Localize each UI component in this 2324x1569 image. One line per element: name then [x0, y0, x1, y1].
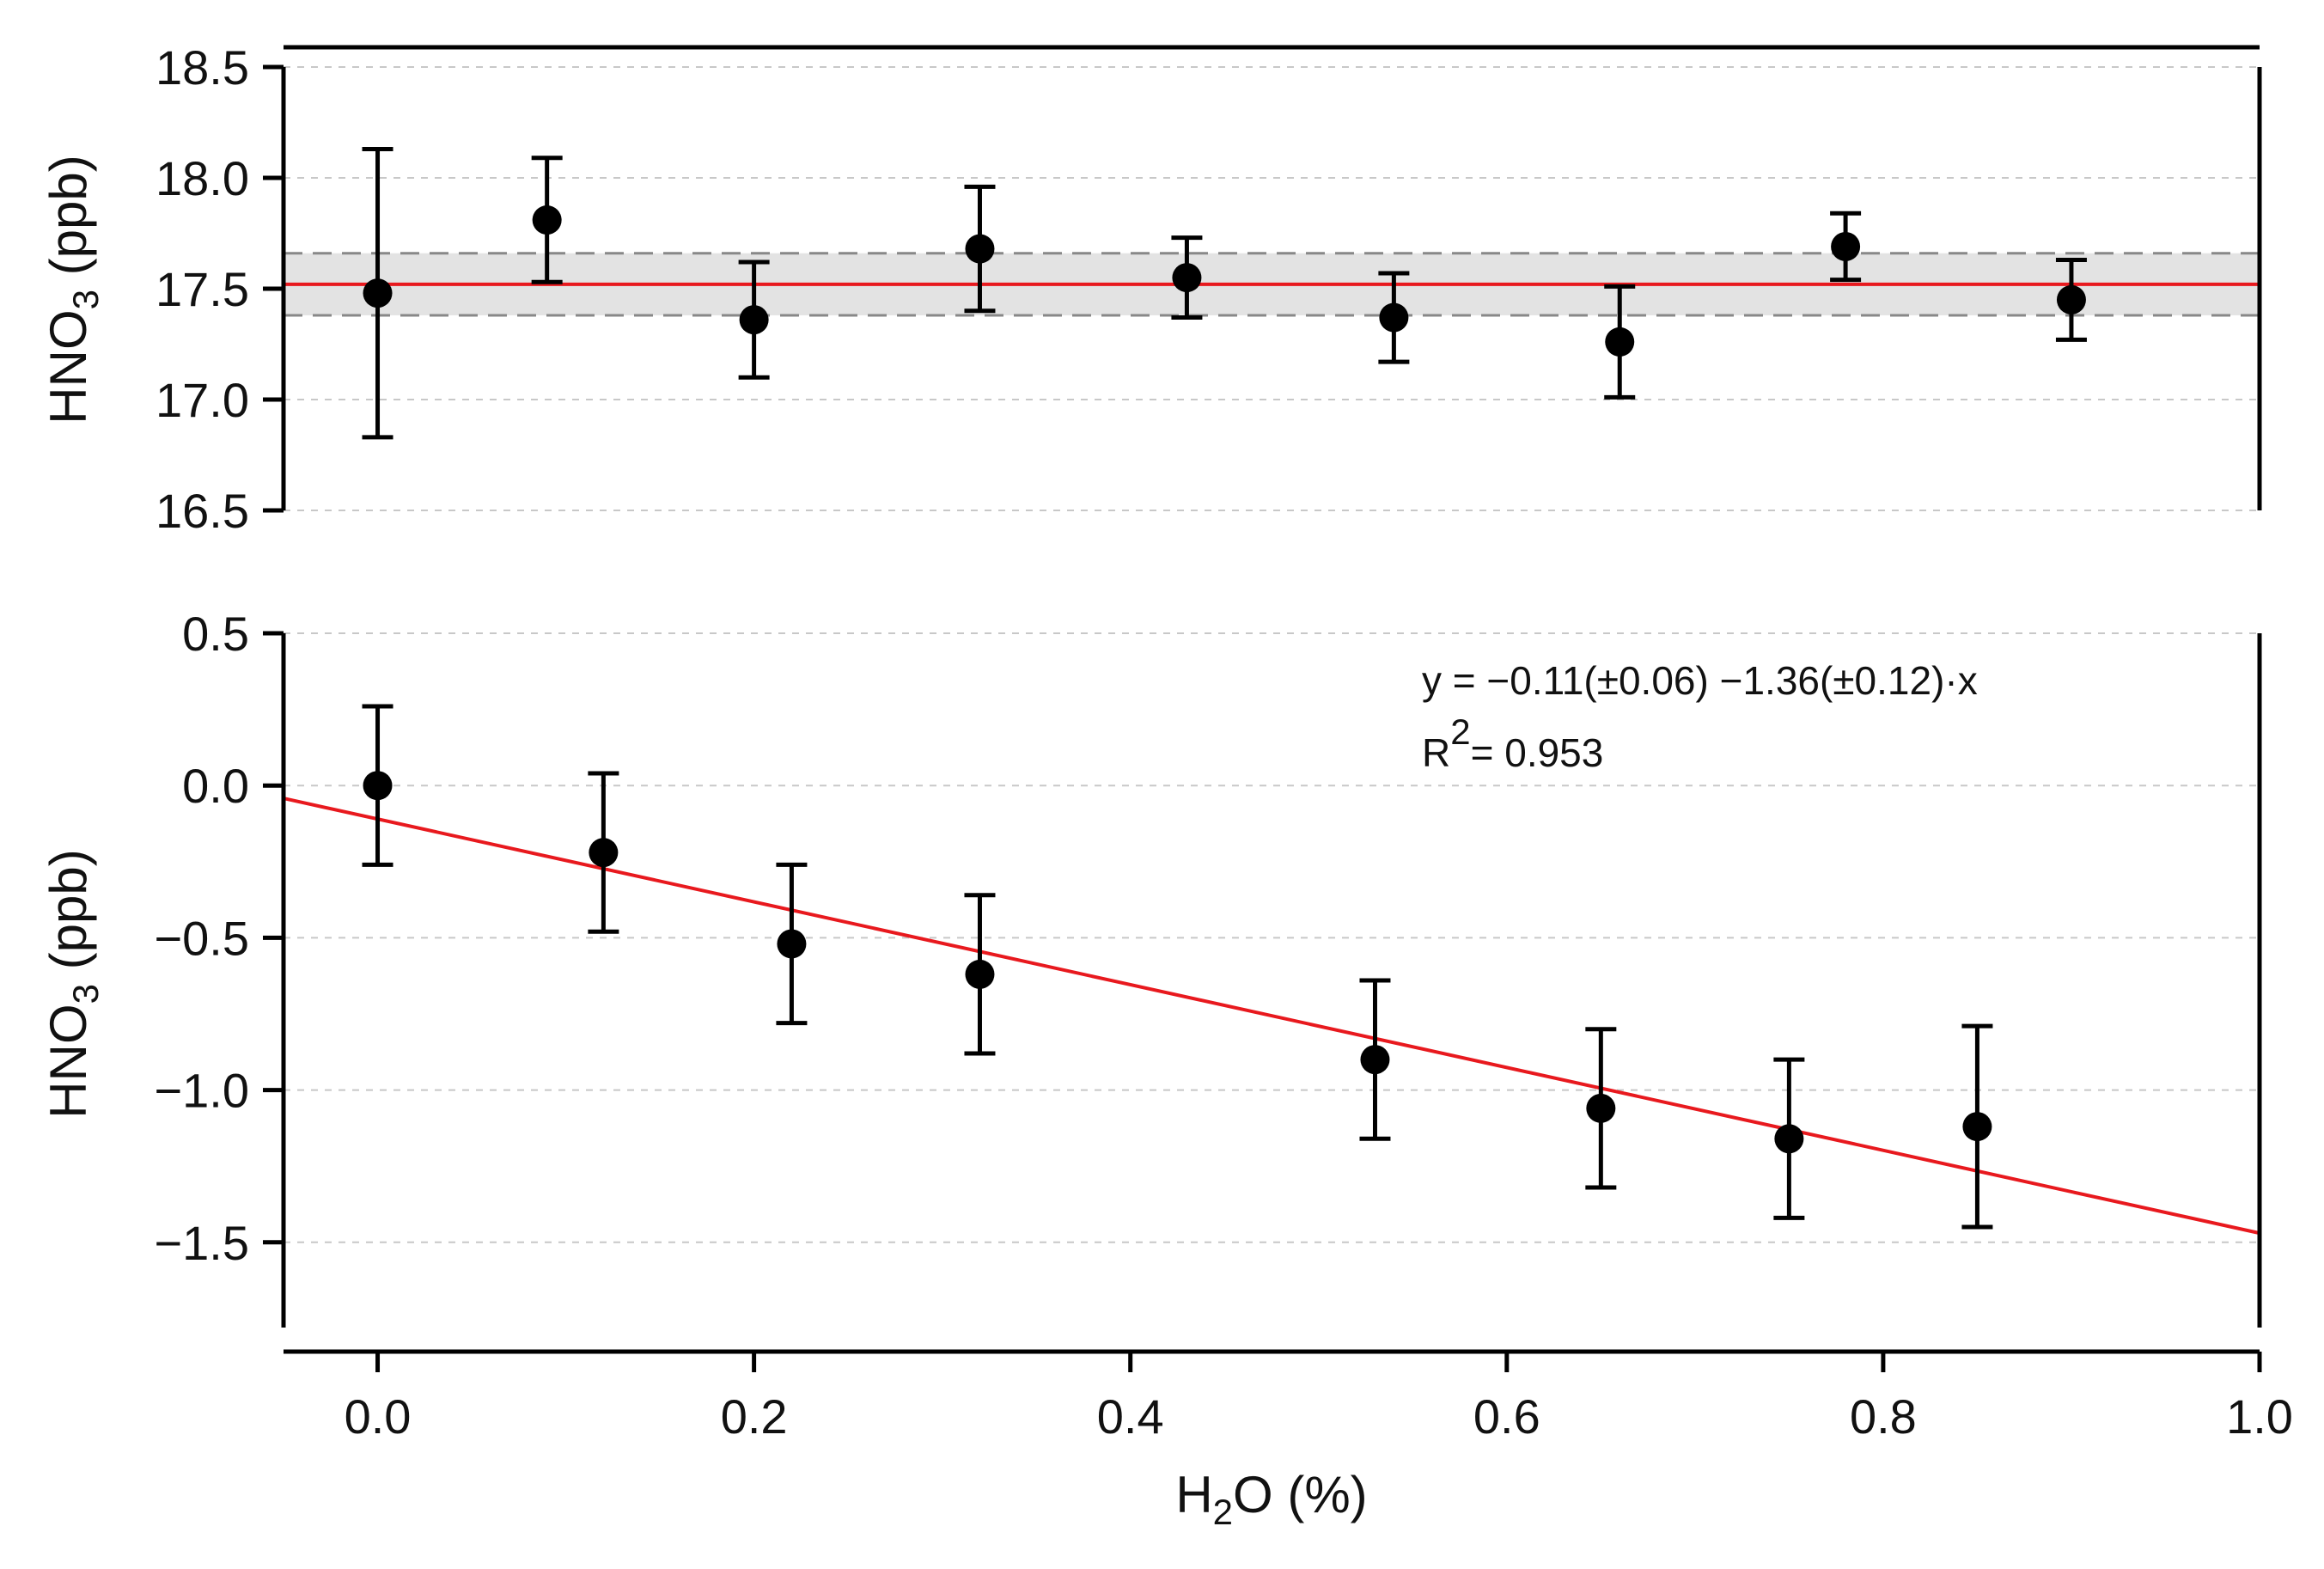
x-axis-label: H2O (%) — [1175, 1466, 1367, 1532]
top-data-point — [1605, 327, 1635, 357]
top-data-point — [2056, 284, 2086, 314]
top-data-point — [1831, 231, 1861, 261]
x-tick-label: 1.0 — [2226, 1389, 2293, 1444]
bottom-data-point — [363, 771, 393, 801]
x-tick-label: 0.4 — [1097, 1389, 1164, 1444]
bottom-y-tick-label: −1.0 — [154, 1064, 249, 1118]
bottom-data-point — [1586, 1093, 1616, 1123]
r-squared: R2= 0.953 — [1422, 711, 1603, 775]
top-points — [363, 205, 2086, 357]
top-data-point — [363, 278, 393, 308]
bottom-data-point — [1360, 1045, 1390, 1075]
bottom-data-point — [1962, 1112, 1992, 1142]
top-data-point — [532, 205, 562, 235]
top-y-tick-label: 17.5 — [156, 262, 249, 316]
bottom-y-axis-label: HNO3 (ppb) — [40, 849, 106, 1118]
bottom-y-tick-label: −0.5 — [154, 911, 249, 965]
fit-line — [283, 797, 2260, 1236]
bottom-data-point — [589, 838, 619, 868]
bottom-data-point — [777, 929, 807, 959]
x-tick-label: 0.0 — [345, 1389, 412, 1444]
top-y-tick-label: 17.0 — [156, 373, 249, 427]
top-y-ticks: 16.5 17.0 17.5 18.0 18.5 — [156, 40, 284, 538]
bottom-y-ticks: 0.5 0.0 −0.5 −1.0 −1.5 — [154, 607, 284, 1270]
bottom-errorbars — [362, 704, 1993, 1230]
top-y-tick-label: 16.5 — [156, 484, 249, 538]
x-tick-label: 0.6 — [1473, 1389, 1540, 1444]
top-data-point — [965, 234, 995, 264]
x-tick-label: 0.2 — [721, 1389, 788, 1444]
top-y-tick-label: 18.0 — [156, 151, 249, 205]
bottom-data-point — [1774, 1124, 1804, 1154]
bottom-y-tick-label: 0.0 — [182, 759, 249, 813]
top-data-point — [1172, 263, 1202, 293]
fit-equation: y = −0.11(±0.06) −1.36(±0.12)·x — [1422, 658, 1978, 703]
x-tick-label: 0.8 — [1850, 1389, 1917, 1444]
x-ticks: 0.0 0.2 0.4 0.6 0.8 1.0 — [345, 1352, 2293, 1444]
bottom-data-point — [965, 959, 995, 989]
bottom-points — [363, 771, 1992, 1154]
bottom-y-tick-label: −1.5 — [154, 1216, 249, 1270]
bottom-gridlines — [284, 632, 2260, 1243]
bottom-y-tick-label: 0.5 — [182, 607, 249, 661]
top-data-point — [1379, 302, 1409, 333]
bottom-panel: 0.5 0.0 −0.5 −1.0 −1.5 0.0 0.2 0.4 0.6 0.8 1.0 HN… — [40, 607, 2293, 1532]
top-y-axis-label: HNO3 (ppb) — [40, 155, 106, 424]
top-panel: 16.5 17.0 17.5 18.0 18.5 HNO3 (ppb) — [40, 40, 2262, 538]
top-data-point — [739, 305, 769, 335]
top-y-tick-label: 18.5 — [156, 40, 249, 95]
